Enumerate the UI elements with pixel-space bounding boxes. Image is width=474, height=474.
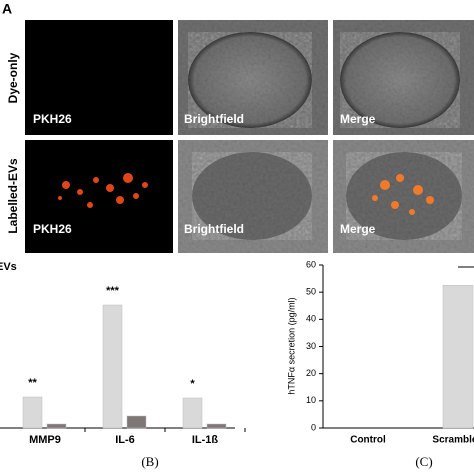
micrograph	[178, 140, 328, 253]
annotation: **	[28, 377, 37, 389]
image-label: PKH26	[33, 222, 72, 236]
fluorescent-spots	[58, 173, 148, 208]
y-tick-label: 50	[306, 287, 316, 297]
y-tick-label: 40	[306, 314, 316, 324]
bar	[102, 304, 123, 429]
bar	[46, 423, 67, 429]
chart-title: EVs	[0, 261, 17, 273]
bar	[22, 396, 43, 429]
image-label: PKH26	[33, 112, 72, 126]
micrograph	[333, 140, 474, 253]
y-tick-label: 0	[311, 422, 316, 432]
row-label: Dye-only	[6, 52, 20, 103]
bar	[182, 397, 203, 429]
annotation: ***	[106, 285, 120, 297]
x-tick-label: IL-1ß	[192, 434, 219, 446]
y-axis-label: hTNFα secretion (pg/ml)	[286, 297, 296, 394]
x-tick-label: MMP9	[29, 434, 61, 446]
image-label: Merge	[340, 222, 376, 236]
micrograph	[333, 20, 474, 135]
bar	[442, 285, 474, 429]
micrograph	[25, 20, 173, 135]
bar	[126, 415, 147, 429]
image-grid: Dye-only Labelled-EVs PKH26 Brightfield …	[6, 20, 474, 253]
y-tick-label: 20	[306, 368, 316, 378]
y-tick-label: 30	[306, 341, 316, 351]
image-label: Merge	[340, 112, 376, 126]
caption: (C)	[415, 454, 432, 469]
panel-label: A	[2, 1, 12, 17]
bar	[206, 423, 227, 429]
y-tick-label: 60	[306, 259, 316, 269]
image-label: Brightfield	[184, 222, 244, 236]
micrograph	[25, 140, 173, 253]
image-label: Brightfield	[184, 112, 244, 126]
caption: (B)	[141, 454, 158, 469]
x-tick-label: IL-6	[115, 434, 135, 446]
y-tick-label: 10	[306, 395, 316, 405]
x-tick-label: Scramble-I	[432, 435, 474, 446]
x-tick-label: Control	[350, 435, 386, 446]
micrograph	[178, 20, 328, 135]
annotation: *	[190, 378, 195, 390]
row-label: Labelled-EVs	[6, 158, 20, 234]
